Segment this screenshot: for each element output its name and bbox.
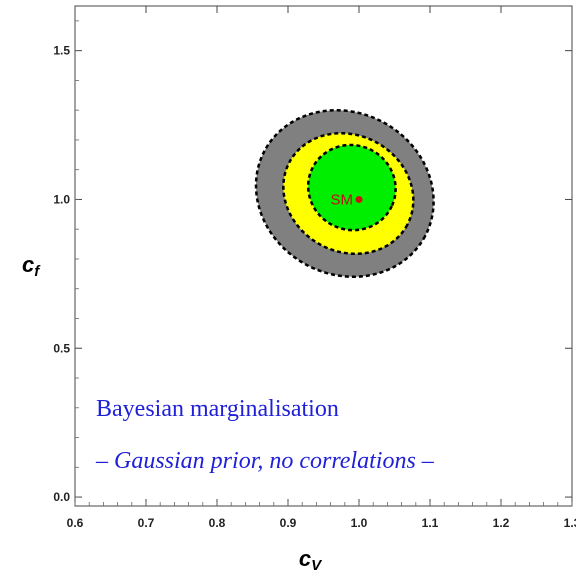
x-axis-title: cV: [299, 546, 323, 574]
annotation-prior: – Gaussian prior, no correlations –: [95, 448, 435, 474]
x-tick-label: 0.8: [209, 516, 226, 530]
confidence-regions: [254, 109, 435, 278]
x-tick-label: 0.9: [280, 516, 297, 530]
x-axis-title-main: c: [299, 546, 311, 571]
y-tick-label: 0.5: [53, 341, 70, 355]
y-tick-label: 1.0: [53, 192, 70, 206]
x-axis-title-sub: V: [311, 557, 323, 574]
region-middle-boundary: [282, 131, 415, 256]
region-outer-boundary: [254, 109, 435, 278]
sm-label: SM: [331, 191, 354, 208]
x-tick-label: 0.6: [67, 516, 84, 530]
sm-point: [355, 195, 363, 203]
y-axis-title: cf: [22, 252, 41, 280]
x-tick-label: 1.1: [422, 516, 439, 530]
annotation-method: Bayesian marginalisation: [96, 396, 339, 422]
reference-point-group: SM: [331, 191, 363, 208]
y-axis-title-sub: f: [34, 263, 41, 280]
region-inner: [308, 144, 396, 231]
y-axis-title-main: c: [22, 252, 34, 277]
x-tick-label: 1.3: [564, 516, 576, 530]
y-axis-ticks: 0.0 0.5 1.0 1.5: [53, 20, 572, 504]
x-tick-label: 1.2: [493, 516, 510, 530]
y-tick-label: 1.5: [53, 44, 70, 58]
region-inner-boundary: [306, 143, 397, 232]
y-tick-label: 0.0: [53, 490, 70, 504]
x-tick-label: 0.7: [138, 516, 155, 530]
x-tick-label: 1.0: [351, 516, 368, 530]
x-axis-ticks: 0.6 0.7 0.8 0.9 1.0 1.1 1.2 1.3: [67, 6, 576, 530]
